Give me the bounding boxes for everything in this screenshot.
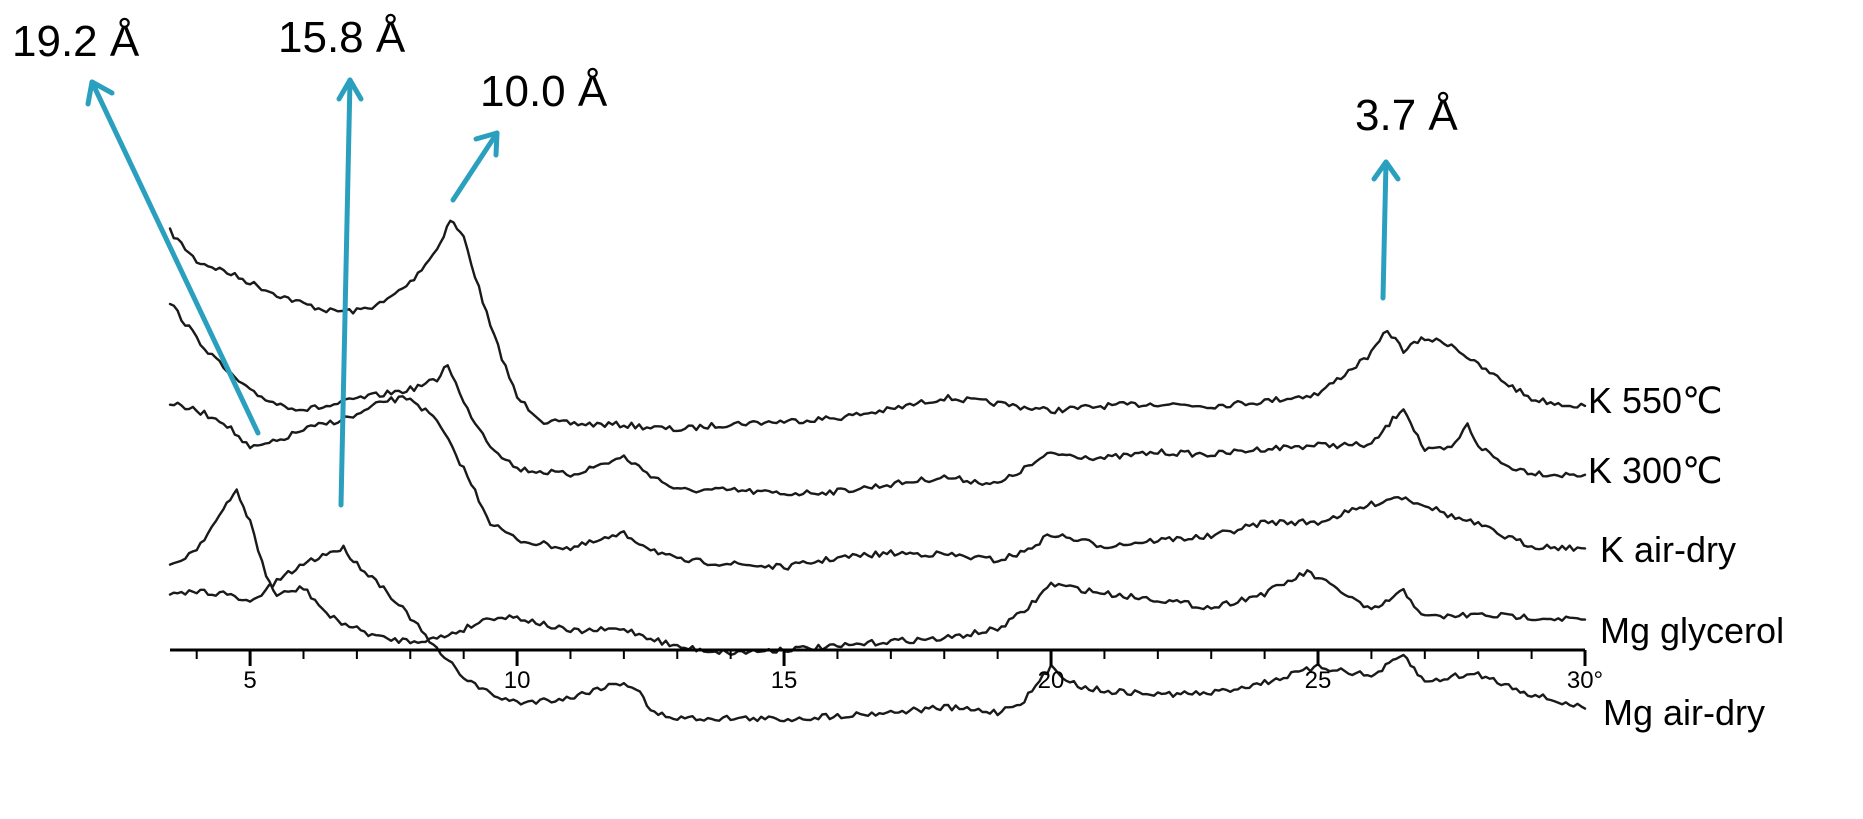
x-tick-label: 10 <box>504 667 531 694</box>
series-label-k-550: K 550℃ <box>1588 380 1723 421</box>
annotation-label-15-8: 15.8 Å <box>278 13 406 62</box>
trace-k-300 <box>168 302 1587 497</box>
trace-mg-glycerol <box>168 488 1587 657</box>
x-axis: 5 10 15 20 25 30° <box>170 648 1603 694</box>
x-axis-ticks: 5 10 15 20 25 30° <box>195 650 1603 694</box>
trace-k-550 <box>168 219 1587 433</box>
arrow-19-2 <box>85 79 261 436</box>
x-tick-label: 20 <box>1038 667 1065 694</box>
series-label-k-300: K 300℃ <box>1588 450 1723 491</box>
annotation-label-19-2: 19.2 Å <box>12 17 140 66</box>
x-tick-label: 15 <box>771 667 798 694</box>
annotation-label-10-0: 10.0 Å <box>480 67 608 116</box>
arrow-15-8 <box>336 77 364 508</box>
peak-annotations: 19.2 Å 15.8 Å 10.0 Å 3.7 Å <box>12 13 1458 508</box>
arrow-10-0 <box>450 130 500 203</box>
trace-mg-air-dry <box>168 544 1587 723</box>
series-labels: K 550℃ K 300℃ K air-dry Mg glycerol Mg a… <box>1588 380 1784 733</box>
x-tick-label: 30° <box>1567 667 1603 694</box>
xrd-traces <box>168 219 1587 723</box>
x-tick-label: 25 <box>1305 667 1332 694</box>
arrow-3-7 <box>1371 159 1401 301</box>
series-label-mg-air-dry: Mg air-dry <box>1603 692 1765 733</box>
trace-k-air-dry <box>168 395 1587 571</box>
series-label-k-air-dry: K air-dry <box>1600 529 1736 570</box>
x-tick-label: 5 <box>243 667 256 694</box>
series-label-mg-glycerol: Mg glycerol <box>1600 610 1784 651</box>
annotation-label-3-7: 3.7 Å <box>1355 91 1458 140</box>
